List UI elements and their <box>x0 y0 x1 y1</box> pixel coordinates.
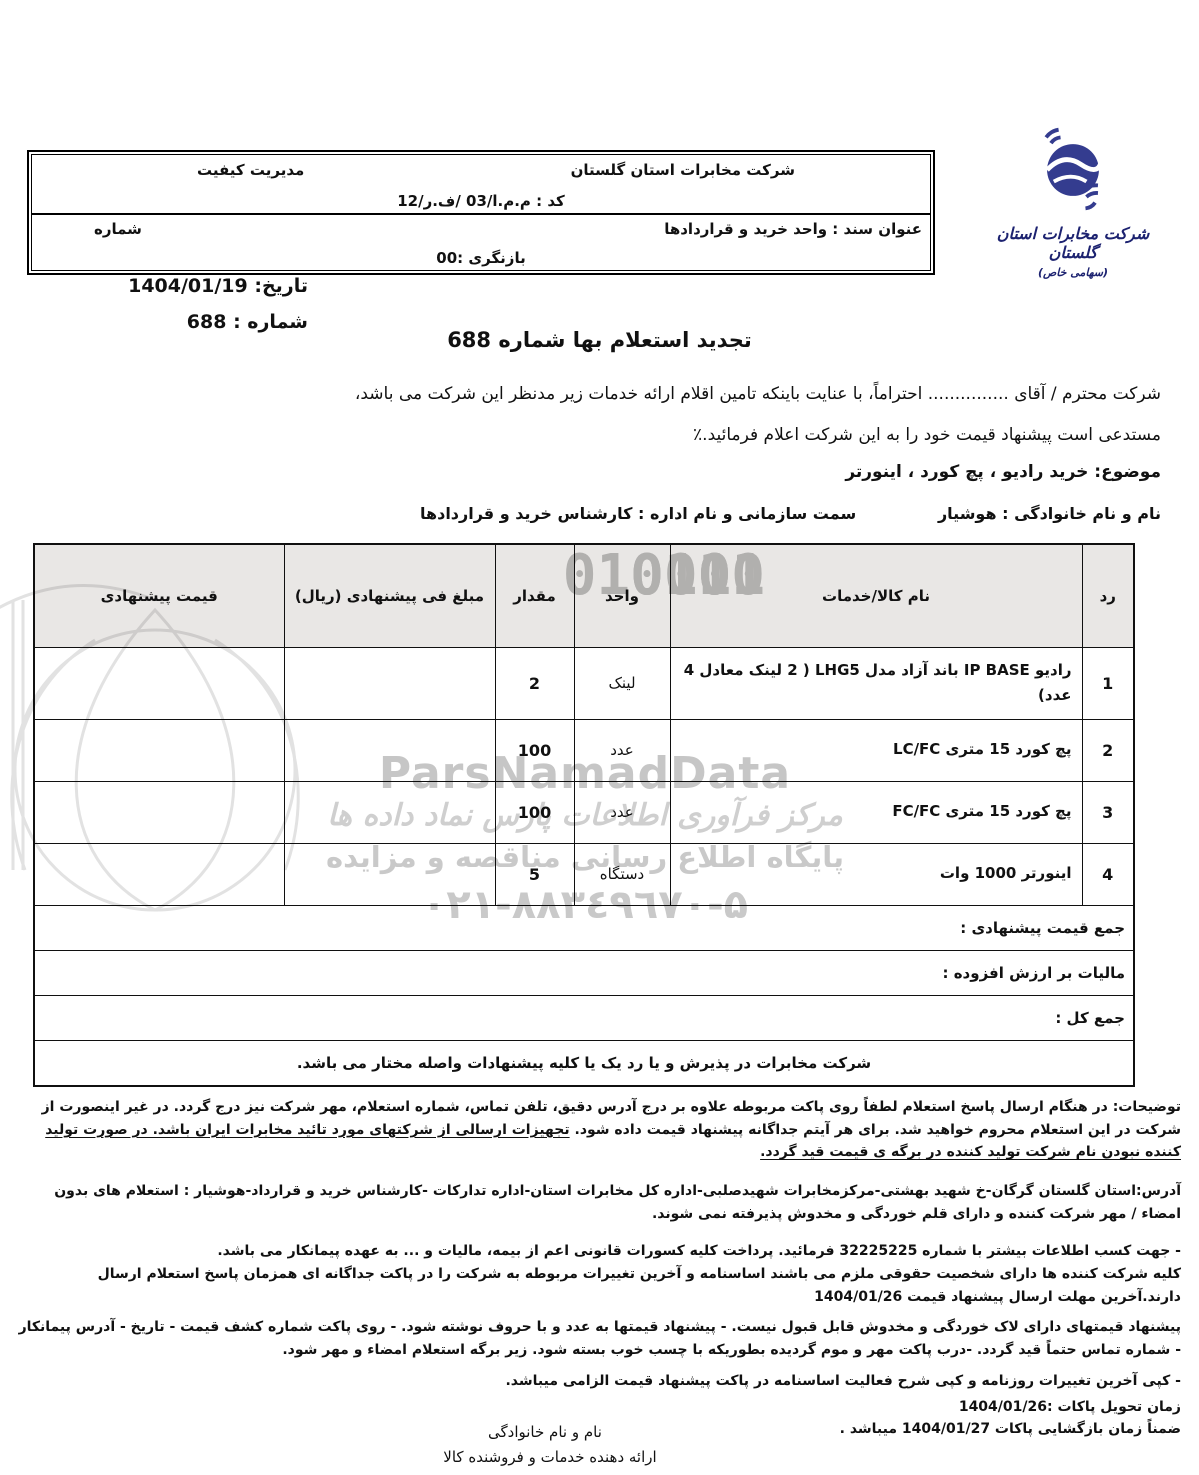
row-number: 2 <box>1081 718 1135 782</box>
sum-row: جمع قیمت پیشنهادی : <box>33 904 1135 951</box>
col-header-unit: واحد <box>573 543 671 648</box>
doc-control-row-2: عنوان سند : واحد خرید و قراردادها شماره … <box>32 215 930 270</box>
table-row: 3 پچ کورد 15 متری FC/FC عدد 100 <box>33 780 1135 844</box>
doc-title-field: عنوان سند : واحد خرید و قراردادها <box>664 220 922 238</box>
intro-line-1: شرکت محترم / آقای ............... احترام… <box>354 384 1161 404</box>
tci-globe-logo-icon <box>1025 127 1121 222</box>
opening-signature-line: ضمناً زمان بازگشایی پاکات 1404/01/27 میب… <box>18 1421 1181 1445</box>
note-envelope-rules: پیشنهاد قیمتهای دارای لاک خوردگی و مخدوش… <box>18 1319 1181 1358</box>
item-unit-price-cell <box>283 646 496 720</box>
doc-control-row-1: شرکت مخابرات استان گلستان مدیریت کیفیت ک… <box>32 155 930 215</box>
row-number: 4 <box>1081 842 1135 906</box>
table-row: 4 اینورتر 1000 وات دستگاه 5 <box>33 842 1135 906</box>
row-number: 3 <box>1081 780 1135 844</box>
officer-name: نام و نام خانوادگی : هوشیار <box>937 504 1161 523</box>
item-quantity: 2 <box>494 646 575 720</box>
item-quantity: 5 <box>494 842 575 906</box>
item-unit: عدد <box>573 780 671 844</box>
item-quantity: 100 <box>494 718 575 782</box>
note-delivery-time: زمان تحویل پاکات :1404/01/26 <box>958 1399 1181 1415</box>
document-control-box: شرکت مخابرات استان گلستان مدیریت کیفیت ک… <box>27 150 935 275</box>
items-table: رد نام کالا/خدمات واحد مقدار مبلغ فی پیش… <box>33 543 1135 1087</box>
item-name: پچ کورد 15 متری FC/FC <box>669 780 1083 844</box>
logo-company-type: (سهامی خاص) <box>1037 266 1109 279</box>
doc-revision: بازنگری :00 <box>436 249 526 267</box>
doc-number-label: شماره <box>94 220 142 238</box>
table-note: شرکت مخابرات در پذیرش و یا رد یک یا کلیه… <box>33 1039 1135 1087</box>
item-unit-price-cell <box>283 842 496 906</box>
document-control-inner: شرکت مخابرات استان گلستان مدیریت کیفیت ک… <box>31 154 931 271</box>
note-explanations: توضیحات: در هنگام ارسال پاسخ استعلام لطف… <box>18 1096 1181 1164</box>
letter-number: شماره : 688 <box>186 311 308 334</box>
note-explanations-regular: توضیحات: در هنگام ارسال پاسخ استعلام لطف… <box>41 1099 1181 1138</box>
item-total-price-cell <box>33 842 285 906</box>
item-name: رادیو IP BASE باند آزاد مدل LHG5 ( 2 لین… <box>669 646 1083 720</box>
item-unit-price-cell <box>283 718 496 782</box>
col-header-item-name: نام کالا/خدمات <box>669 543 1083 648</box>
intro-line-2: مستدعی است پیشنهاد قیمت خود را به این شر… <box>693 425 1161 445</box>
doc-code: کد : م.م.ا/03 /ف.ر/12 <box>397 192 565 210</box>
item-quantity: 100 <box>494 780 575 844</box>
item-total-price-cell <box>33 780 285 844</box>
doc-company-name: شرکت مخابرات استان گلستان <box>570 161 795 179</box>
item-total-price-cell <box>33 646 285 720</box>
note-address: آدرس:استان گلستان گرگان-خ شهید بهشتی-مرک… <box>54 1183 1181 1222</box>
table-row: 1 رادیو IP BASE باند آزاد مدل LHG5 ( 2 ل… <box>33 646 1135 720</box>
item-name: اینورتر 1000 وات <box>669 842 1083 906</box>
items-table-wrap: رد نام کالا/خدمات واحد مقدار مبلغ فی پیش… <box>33 543 1135 1087</box>
grand-total-label: جمع کل : <box>33 994 1135 1041</box>
col-header-row-number: رد <box>1081 543 1135 648</box>
officer-line: نام و نام خانوادگی : هوشیار سمت سازمانی … <box>420 504 1161 523</box>
col-header-quantity: مقدار <box>494 543 575 648</box>
date-number-block: تاریخ: 1404/01/19 شماره : 688 <box>58 268 308 340</box>
col-header-total-price: قیمت پیشنهادی <box>33 543 285 648</box>
subject-line: موضوع: خرید رادیو ، پچ کورد ، اینورتر <box>845 462 1161 482</box>
letter-date: تاریخ: 1404/01/19 <box>128 275 308 297</box>
item-name: پچ کورد 15 متری LC/FC <box>669 718 1083 782</box>
item-unit: دستگاه <box>573 842 671 906</box>
item-unit-price-cell <box>283 780 496 844</box>
company-logo-block: شرکت مخابرات استان گلستان (سهامی خاص) <box>973 122 1173 279</box>
note-contact-info: - جهت کسب اطلاعات بیشتر با شماره 3222522… <box>217 1243 1181 1259</box>
items-header-row: رد نام کالا/خدمات واحد مقدار مبلغ فی پیش… <box>33 543 1135 648</box>
signature-role-label: ارائه دهنده خدمات و فروشنده کالا <box>443 1448 657 1466</box>
officer-role: سمت سازمانی و نام اداره : کارشناس خرید و… <box>420 504 857 523</box>
table-note-row: شرکت مخابرات در پذیرش و یا رد یک یا کلیه… <box>33 1039 1135 1087</box>
row-number: 1 <box>1081 646 1135 720</box>
item-unit: عدد <box>573 718 671 782</box>
table-row: 2 پچ کورد 15 متری LC/FC عدد 100 <box>33 718 1135 782</box>
item-unit: لینک <box>573 646 671 720</box>
sum-proposed-price-label: جمع قیمت پیشنهادی : <box>33 904 1135 951</box>
vat-row: مالیات بر ارزش افزوده : <box>33 949 1135 996</box>
note-legal-entity: کلیه شرکت کننده ها دارای شخصیت حقوقی ملز… <box>97 1266 1181 1305</box>
doc-quality-management: مدیریت کیفیت <box>197 161 305 179</box>
vat-label: مالیات بر ارزش افزوده : <box>33 949 1135 996</box>
note-newspaper-copy: - کپی آخرین تغییرات روزنامه و کپی شرح فع… <box>505 1373 1181 1389</box>
logo-company-name: شرکت مخابرات استان گلستان <box>996 224 1150 262</box>
grand-total-row: جمع کل : <box>33 994 1135 1041</box>
col-header-unit-price: مبلغ فی پیشنهادی (ریال) <box>283 543 496 648</box>
note-explanations-underlined: تجهیزات ارسالی از شرکتهای مورد تائید مخا… <box>45 1121 1181 1161</box>
note-opening-time: ضمناً زمان بازگشایی پاکات 1404/01/27 میب… <box>839 1421 1181 1437</box>
letter-title: تجدید استعلام بها شماره 688 <box>447 328 752 352</box>
signature-name-label: نام و نام خانوادگی <box>488 1423 602 1441</box>
item-total-price-cell <box>33 718 285 782</box>
